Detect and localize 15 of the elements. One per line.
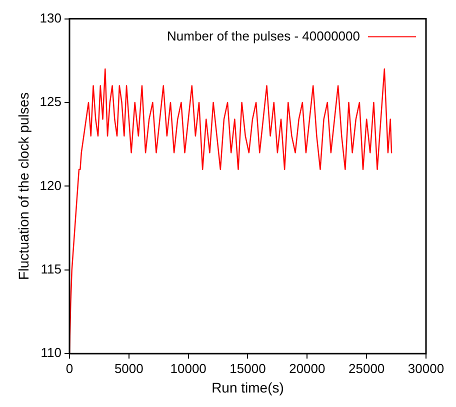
x-tick-label: 5000 — [114, 360, 144, 376]
y-axis-title: Fluctuation of the clock pulses — [15, 92, 32, 280]
y-tick-label: 130 — [40, 10, 62, 26]
y-tick-label: 115 — [40, 261, 62, 276]
x-tick-label: 0 — [66, 360, 74, 376]
y-tick-label: 110 — [40, 345, 62, 360]
x-tick-label: 20000 — [289, 360, 326, 376]
x-tick-label: 15000 — [230, 360, 266, 376]
x-tick-label: 30000 — [408, 360, 444, 376]
legend-label: Number of the pulses - 40000000 — [167, 28, 360, 44]
x-tick-label: 25000 — [348, 360, 385, 376]
x-axis-title: Run time(s) — [212, 379, 284, 396]
y-tick-label: 125 — [40, 94, 62, 110]
x-tick-label: 10000 — [170, 360, 206, 376]
y-tick-label: 120 — [40, 178, 62, 193]
